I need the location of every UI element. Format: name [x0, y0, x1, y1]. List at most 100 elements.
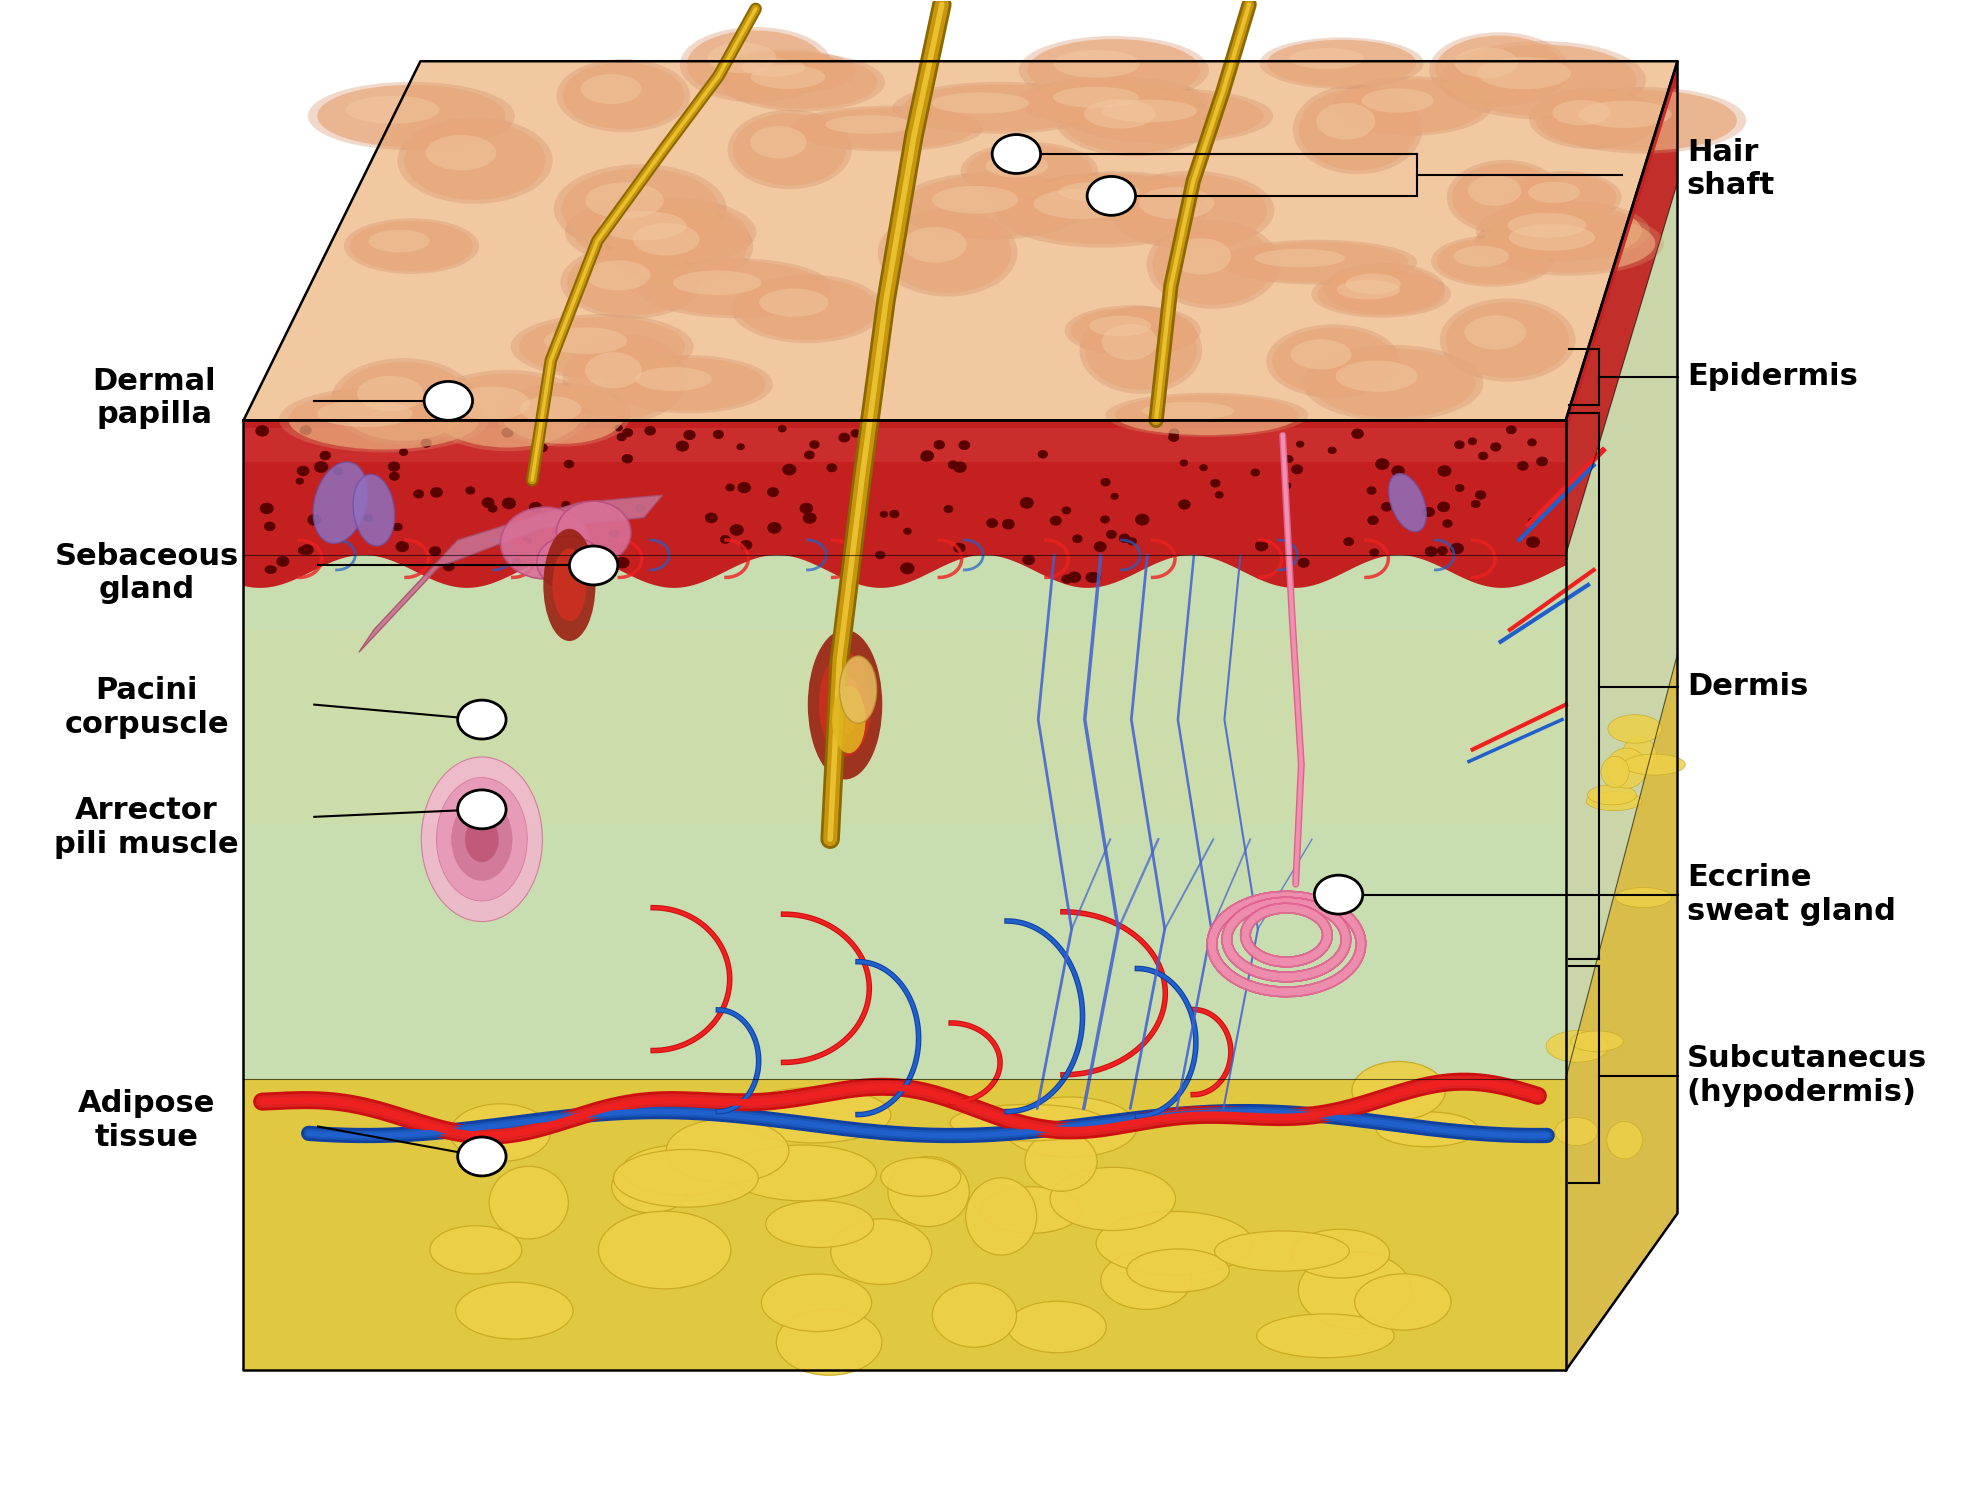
Circle shape — [1477, 492, 1486, 499]
Circle shape — [298, 466, 308, 475]
Ellipse shape — [1551, 90, 1737, 150]
Ellipse shape — [1571, 1031, 1624, 1051]
Ellipse shape — [1096, 1211, 1253, 1276]
Ellipse shape — [1483, 214, 1655, 273]
Ellipse shape — [1330, 265, 1439, 312]
Ellipse shape — [600, 211, 686, 240]
Circle shape — [1392, 466, 1404, 475]
Ellipse shape — [980, 1187, 1082, 1234]
Ellipse shape — [1090, 316, 1151, 336]
Ellipse shape — [931, 186, 1018, 213]
Ellipse shape — [830, 675, 861, 735]
Circle shape — [769, 523, 780, 534]
Ellipse shape — [1553, 100, 1610, 126]
Ellipse shape — [680, 27, 831, 102]
Ellipse shape — [1528, 181, 1581, 204]
Circle shape — [302, 546, 314, 555]
Circle shape — [922, 451, 933, 460]
Ellipse shape — [1102, 99, 1196, 123]
Circle shape — [726, 484, 733, 490]
Circle shape — [1426, 547, 1437, 556]
Circle shape — [737, 483, 751, 493]
Ellipse shape — [557, 58, 690, 132]
Ellipse shape — [314, 462, 367, 543]
Ellipse shape — [1508, 171, 1622, 223]
Ellipse shape — [308, 82, 516, 150]
Circle shape — [900, 564, 914, 574]
Ellipse shape — [1608, 715, 1661, 744]
Ellipse shape — [614, 1150, 759, 1207]
Ellipse shape — [1298, 88, 1416, 171]
Circle shape — [537, 444, 547, 451]
Circle shape — [1296, 441, 1304, 447]
Ellipse shape — [1541, 87, 1745, 153]
Ellipse shape — [798, 108, 975, 150]
Ellipse shape — [790, 106, 982, 151]
Ellipse shape — [1606, 748, 1647, 788]
Ellipse shape — [759, 289, 828, 316]
Circle shape — [320, 451, 329, 460]
Ellipse shape — [1339, 79, 1484, 133]
Text: Pacini
corpuscle: Pacini corpuscle — [65, 676, 229, 739]
Circle shape — [1455, 484, 1463, 492]
Ellipse shape — [429, 373, 584, 448]
Circle shape — [804, 451, 814, 459]
Circle shape — [804, 513, 816, 523]
Ellipse shape — [1026, 1132, 1096, 1192]
Ellipse shape — [424, 370, 592, 451]
Ellipse shape — [520, 396, 580, 423]
Ellipse shape — [1059, 181, 1141, 202]
Ellipse shape — [1102, 324, 1157, 360]
Ellipse shape — [1439, 40, 1645, 120]
Ellipse shape — [1588, 785, 1637, 805]
Text: Dermis: Dermis — [1686, 672, 1808, 702]
Circle shape — [1181, 460, 1188, 466]
Ellipse shape — [561, 246, 702, 319]
Ellipse shape — [1337, 280, 1400, 300]
Ellipse shape — [1432, 235, 1553, 286]
Ellipse shape — [637, 258, 831, 318]
Ellipse shape — [1128, 1249, 1230, 1292]
Ellipse shape — [318, 85, 506, 147]
Circle shape — [569, 535, 577, 543]
Ellipse shape — [879, 208, 1018, 297]
Circle shape — [300, 426, 312, 435]
Ellipse shape — [961, 142, 1098, 199]
Ellipse shape — [1302, 345, 1483, 421]
Circle shape — [424, 381, 473, 420]
Ellipse shape — [1616, 887, 1671, 907]
Ellipse shape — [1084, 310, 1196, 390]
Circle shape — [1424, 508, 1433, 516]
Ellipse shape — [563, 63, 684, 129]
Circle shape — [457, 1138, 506, 1175]
Ellipse shape — [1477, 57, 1571, 88]
Ellipse shape — [902, 84, 1098, 132]
Ellipse shape — [1439, 298, 1575, 382]
Ellipse shape — [437, 778, 528, 901]
Ellipse shape — [584, 352, 641, 388]
Ellipse shape — [1053, 49, 1139, 78]
Ellipse shape — [728, 109, 851, 189]
Ellipse shape — [1298, 1252, 1412, 1328]
Ellipse shape — [1290, 48, 1365, 69]
Ellipse shape — [553, 549, 586, 622]
Circle shape — [953, 462, 967, 472]
Circle shape — [1106, 531, 1116, 538]
Circle shape — [610, 531, 618, 537]
Text: Arrector
pili muscle: Arrector pili muscle — [55, 796, 239, 859]
Circle shape — [1063, 507, 1071, 514]
Text: Hair
shaft: Hair shaft — [1686, 138, 1775, 201]
Ellipse shape — [1475, 211, 1665, 276]
Circle shape — [1051, 517, 1061, 525]
Ellipse shape — [1143, 402, 1233, 420]
Circle shape — [1094, 543, 1106, 552]
Circle shape — [457, 790, 506, 829]
Ellipse shape — [1535, 90, 1651, 147]
Ellipse shape — [1257, 1315, 1394, 1358]
Circle shape — [1102, 478, 1110, 486]
Circle shape — [1255, 541, 1267, 550]
Ellipse shape — [739, 277, 877, 340]
Ellipse shape — [1622, 736, 1657, 773]
Ellipse shape — [1465, 315, 1526, 349]
Ellipse shape — [1545, 1031, 1608, 1063]
